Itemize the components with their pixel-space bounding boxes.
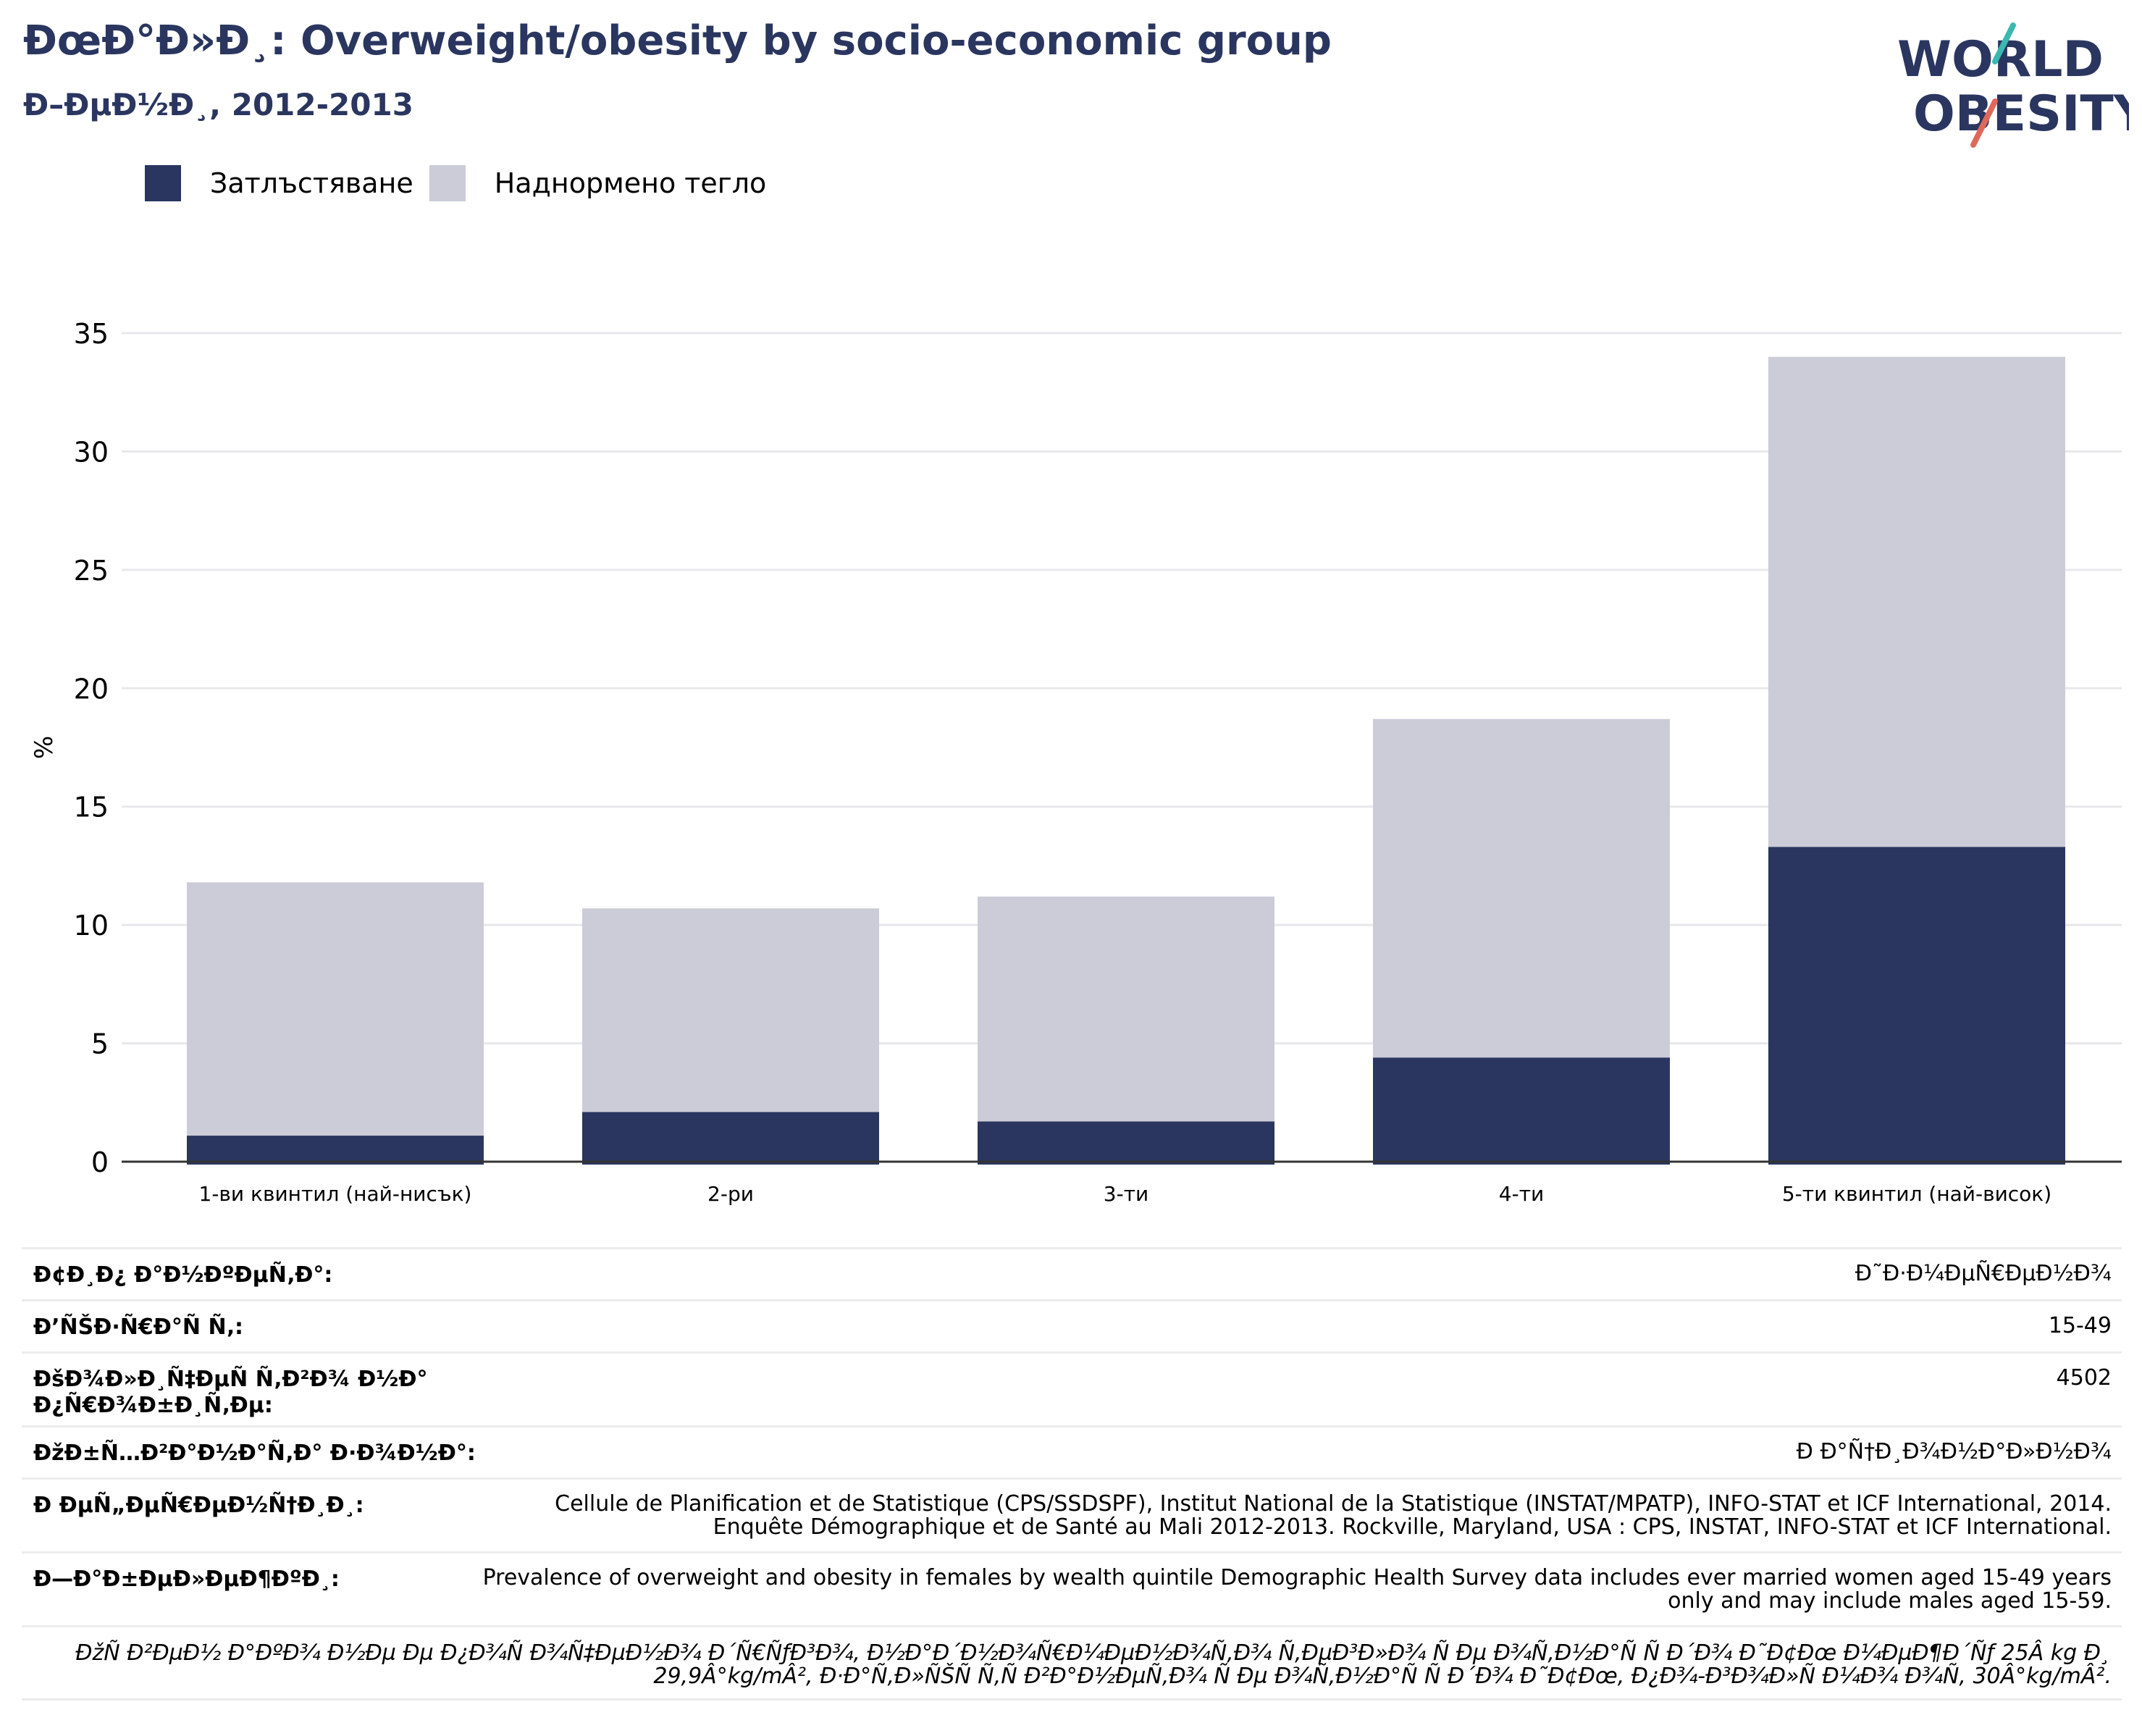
meta-row-survey-type: Ð¢Ð¸Ð¿ Ð°Ð½ÐºÐµÑ‚Ð°: Ð˜Ð·Ð¼ÐµÑ€ÐµÐ½Ð¾	[22, 1247, 2122, 1299]
meta-label: ÐšÐ¾Ð»Ð¸Ñ‡ÐµÑ Ñ‚Ð²Ð¾ Ð½Ð° Ð¿Ñ€Ð¾Ð±Ð¸Ñ‚Ðµ…	[33, 1367, 428, 1418]
bar-overweight	[978, 896, 1274, 1122]
stacked-bar-chart: 0 5 10 15 20 25 30 35% 1-ви квинтил (най-нисък) 2…	[30, 318, 2122, 1206]
y-tick-label: 10	[74, 910, 109, 942]
chart-legend: Затлъстяване Наднормено тегло	[145, 165, 782, 201]
legend-label-overweight: Наднормено тегло	[494, 167, 767, 199]
meta-row-age: Ð’ÑŠÐ·Ñ€Ð°Ñ Ñ‚: 15-49	[22, 1299, 2122, 1351]
meta-value: Cellule de Planification et de Statistiq…	[555, 1491, 2112, 1540]
logo-text-obesity: OBESITY	[1913, 85, 2129, 143]
bar-overweight	[187, 882, 484, 1136]
y-tick-label: 35	[74, 318, 109, 350]
legend-swatch-obesity	[145, 165, 181, 201]
x-tick-label: 4-ти	[1499, 1182, 1544, 1206]
bar-overweight	[1373, 718, 1670, 1058]
legend-swatch-overweight	[429, 165, 466, 201]
y-tick-label: 0	[91, 1146, 109, 1178]
x-tick-label: 2-ри	[707, 1182, 754, 1206]
meta-row-notes: Ð—Ð°Ð±ÐµÐ»ÐµÐ¶ÐºÐ¸: Prevalence of overwe…	[22, 1551, 2122, 1625]
x-tick-label: 5-ти квинтил (най-висок)	[1782, 1182, 2051, 1206]
legend-item-overweight[interactable]: Наднормено тегло	[429, 165, 767, 201]
world-obesity-logo: WORLD OBESITY	[1897, 22, 2129, 148]
meta-value: Prevalence of overweight and obesity in …	[482, 1565, 2112, 1614]
bar-overweight	[1768, 356, 2065, 847]
bar-obesity	[978, 1121, 1274, 1165]
legend-item-obesity[interactable]: Затлъстяване	[145, 165, 413, 201]
x-tick-label: 1-ви квинтил (най-нисък)	[199, 1182, 472, 1206]
bar-obesity	[1373, 1057, 1670, 1165]
bar-obesity	[187, 1136, 484, 1165]
y-tick-label: 25	[74, 555, 109, 587]
meta-value: 15-49	[2048, 1313, 2112, 1338]
bar-obesity	[1768, 847, 2065, 1165]
legend-label-obesity: Затлъстяване	[210, 167, 413, 199]
meta-row-sample-size: ÐšÐ¾Ð»Ð¸Ñ‡ÐµÑ Ñ‚Ð²Ð¾ Ð½Ð° Ð¿Ñ€Ð¾Ð±Ð¸Ñ‚Ðµ…	[22, 1351, 2122, 1425]
logo-slash-red	[1970, 98, 1998, 148]
meta-value: Ð˜Ð·Ð¼ÐµÑ€ÐµÐ½Ð¾	[1855, 1261, 2112, 1286]
chart-title: ÐœÐ°Ð»Ð¸: Overweight/obesity by socio-ec…	[23, 17, 1332, 64]
y-tick-label: 15	[74, 792, 109, 823]
footnote: ÐžÑ Ð²ÐµÐ½ Ð°ÐºÐ¾ Ð½Ðµ Ðµ Ð¿Ð¾Ñ Ð¾Ñ‡ÐµÐ½…	[22, 1625, 2122, 1701]
bar-overweight	[582, 908, 879, 1112]
y-tick-label: 5	[91, 1028, 109, 1060]
logo-text-world: WORLD	[1897, 31, 2104, 88]
meta-label: Ð’ÑŠÐ·Ñ€Ð°Ñ Ñ‚:	[33, 1314, 243, 1340]
x-tick-label: 3-ти	[1104, 1182, 1148, 1206]
metadata-table: Ð¢Ð¸Ð¿ Ð°Ð½ÐºÐµÑ‚Ð°: Ð˜Ð·Ð¼ÐµÑ€ÐµÐ½Ð¾ Ð’…	[22, 1247, 2122, 1701]
y-tick-label: 30	[74, 436, 109, 468]
bar-obesity	[582, 1112, 879, 1165]
meta-value: Ð Ð°Ñ†Ð¸Ð¾Ð½Ð°Ð»Ð½Ð¾	[1796, 1439, 2112, 1464]
chart-subtitle: Ð–ÐµÐ½Ð¸, 2012-2013	[23, 87, 413, 122]
meta-label: Ð—Ð°Ð±ÐµÐ»ÐµÐ¶ÐºÐ¸:	[33, 1567, 340, 1592]
y-tick-label: 20	[74, 673, 109, 705]
logo-slash-teal	[1992, 22, 2016, 64]
meta-row-area-covered: ÐžÐ±Ñ…Ð²Ð°Ð½Ð°Ñ‚Ð° Ð·Ð¾Ð½Ð°: Ð Ð°Ñ†Ð¸Ð¾Ð…	[22, 1425, 2122, 1477]
meta-label: Ð¢Ð¸Ð¿ Ð°Ð½ÐºÐµÑ‚Ð°:	[33, 1262, 333, 1288]
meta-value: 4502	[2056, 1365, 2112, 1391]
meta-row-references: Ð ÐµÑ„ÐµÑ€ÐµÐ½Ñ†Ð¸Ð¸: Cellule de Planifi…	[22, 1477, 2122, 1551]
meta-label: Ð ÐµÑ„ÐµÑ€ÐµÐ½Ñ†Ð¸Ð¸:	[33, 1493, 364, 1518]
y-axis-label: %	[30, 736, 59, 759]
meta-label: ÐžÐ±Ñ…Ð²Ð°Ð½Ð°Ñ‚Ð° Ð·Ð¾Ð½Ð°:	[33, 1441, 476, 1466]
